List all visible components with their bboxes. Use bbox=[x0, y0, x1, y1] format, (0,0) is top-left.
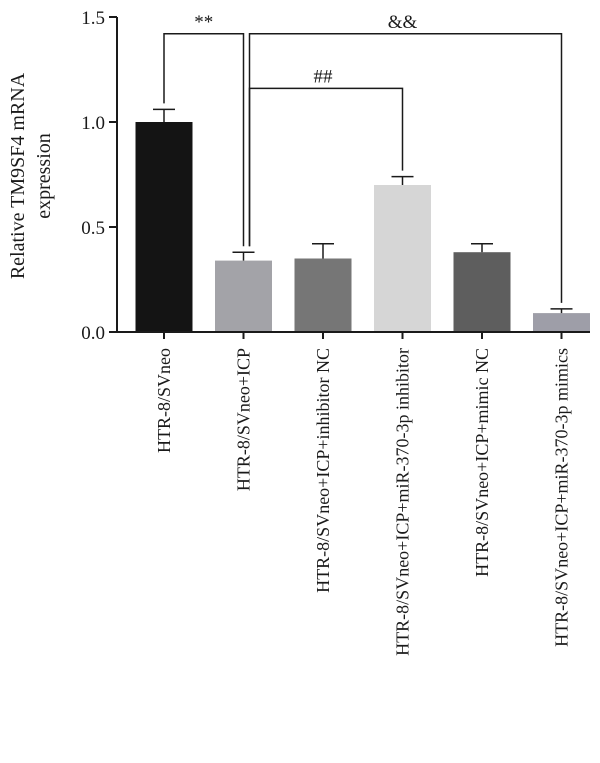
y-tick-label: 1.5 bbox=[81, 8, 105, 29]
y-tick-label: 1.0 bbox=[81, 113, 105, 134]
y-axis-label-line-1: Relative TM9SF4 mRNA bbox=[7, 72, 29, 279]
error-bars-group bbox=[153, 108, 573, 314]
y-tick-label: 0.5 bbox=[81, 218, 105, 239]
significance-annotations: ** && ## bbox=[163, 12, 563, 303]
significance-bracket-3: ## bbox=[248, 66, 404, 247]
bars-group bbox=[135, 122, 590, 332]
bar-4 bbox=[374, 185, 431, 332]
x-axis-labels: HTR-8/SVneo HTR-8/SVneo+ICP HTR-8/SVneo+IC… bbox=[154, 332, 572, 656]
significance-label: && bbox=[388, 12, 418, 33]
error-bar-1 bbox=[153, 108, 175, 122]
error-bar-4 bbox=[391, 175, 414, 185]
bar-2 bbox=[215, 260, 272, 332]
x-category-label-2: HTR-8/SVneo+ICP bbox=[234, 348, 254, 491]
bar-5 bbox=[453, 252, 511, 332]
error-bar-3 bbox=[312, 243, 334, 259]
y-axis-label-line-2: expression bbox=[33, 133, 55, 219]
significance-bracket-1: ** bbox=[163, 12, 245, 247]
bar-3 bbox=[294, 258, 352, 332]
y-tick-label: 0.0 bbox=[81, 323, 105, 344]
bar-6 bbox=[533, 313, 590, 332]
x-category-label-1: HTR-8/SVneo bbox=[154, 348, 174, 453]
error-bar-6 bbox=[550, 308, 573, 314]
bar-1 bbox=[135, 122, 193, 332]
significance-bracket-line bbox=[248, 87, 404, 247]
y-axis-ticks: 0.0 0.5 1.0 1.5 bbox=[81, 8, 117, 344]
x-category-label-6: HTR-8/SVneo+ICP+miR-370-3p mimics bbox=[552, 348, 572, 647]
error-bar-5 bbox=[471, 243, 493, 253]
y-axis-label: Relative TM9SF4 mRNA expression bbox=[7, 72, 55, 279]
significance-label: ## bbox=[314, 66, 334, 87]
significance-bracket-line bbox=[163, 33, 245, 247]
error-bar-2 bbox=[232, 251, 255, 261]
x-category-label-4: HTR-8/SVneo+ICP+miR-370-3p inhibitor bbox=[393, 348, 413, 656]
axes bbox=[116, 17, 590, 333]
x-category-label-5: HTR-8/SVneo+ICP+mimic NC bbox=[472, 348, 492, 577]
x-category-label-3: HTR-8/SVneo+ICP+inhibitor NC bbox=[313, 348, 333, 593]
significance-label: ** bbox=[194, 12, 213, 33]
